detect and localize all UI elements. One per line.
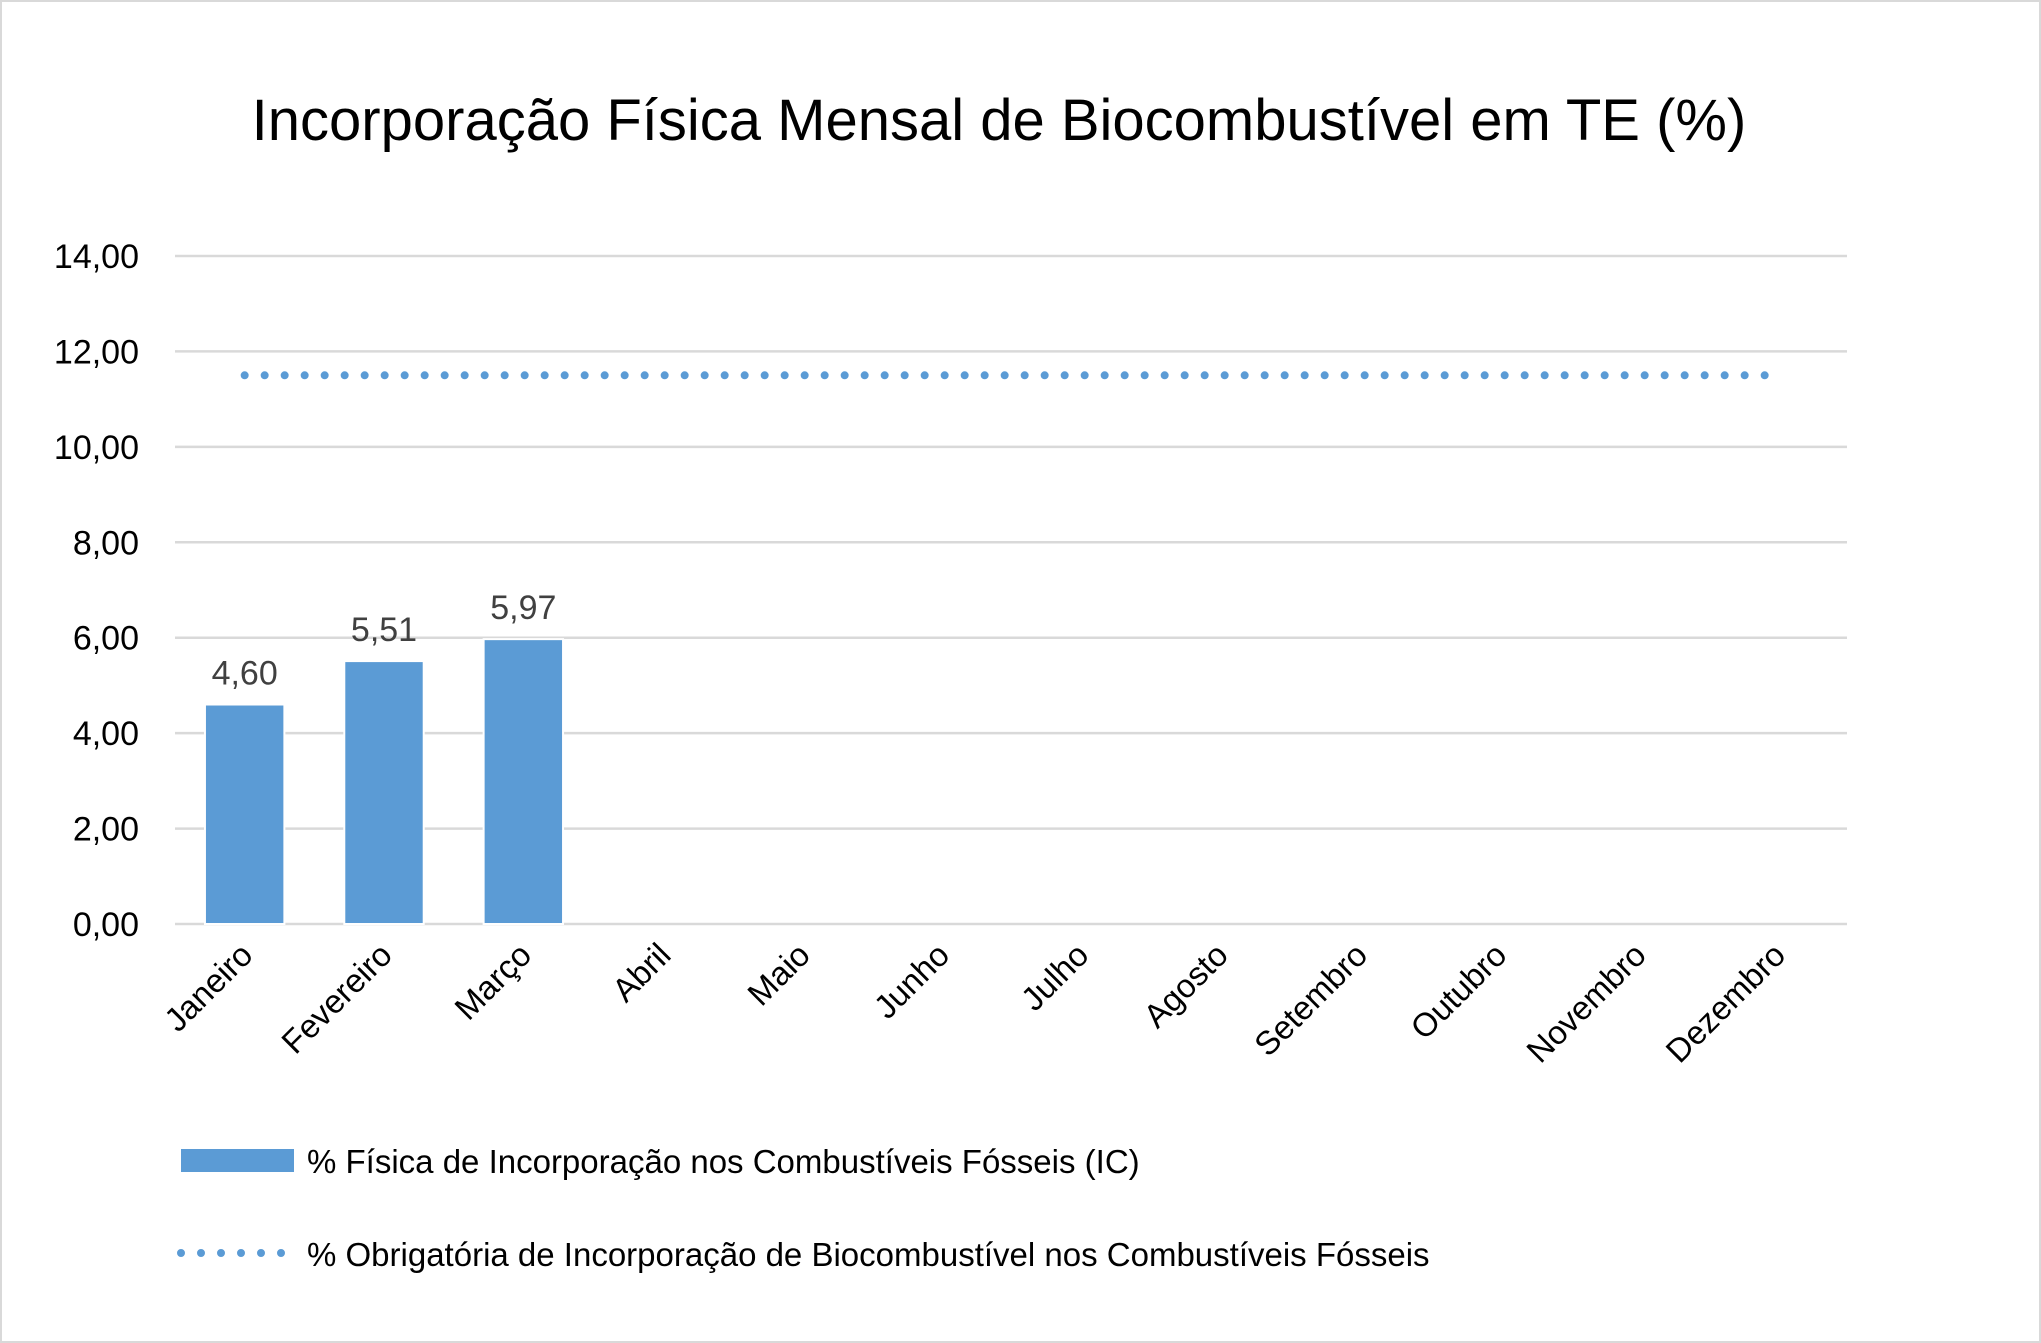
x-category-label: Setembro <box>1247 936 1374 1063</box>
y-tick-label: 14,00 <box>54 238 139 276</box>
bar <box>482 638 565 925</box>
legend-bar-swatch <box>179 1147 296 1174</box>
x-category-label: Janeiro <box>157 936 260 1039</box>
y-tick-label: 4,00 <box>73 715 139 753</box>
x-category-label: Agosto <box>1136 936 1235 1035</box>
x-category-label: Março <box>447 936 538 1027</box>
data-labels: 4,60 5,51 5,97 <box>212 589 557 692</box>
x-category-label: Julho <box>1014 936 1096 1018</box>
legend-line-label: % Obrigatória de Incorporação de Biocomb… <box>307 1236 1430 1273</box>
grid-layer <box>175 254 1847 926</box>
x-category-label: Outubro <box>1403 936 1513 1046</box>
chart-title: Incorporação Física Mensal de Biocombust… <box>252 88 1747 153</box>
legend-bar-label: % Física de Incorporação nos Combustívei… <box>307 1143 1140 1180</box>
x-category-label: Junho <box>867 936 957 1026</box>
bar-series <box>203 638 565 925</box>
x-category-label: Fevereiro <box>274 936 399 1061</box>
x-category-label: Abril <box>605 936 678 1009</box>
y-tick-label: 6,00 <box>73 620 139 658</box>
y-tick-label: 12,00 <box>54 333 139 371</box>
data-label: 4,60 <box>212 655 278 693</box>
x-category-label: Novembro <box>1519 936 1653 1070</box>
y-axis-ticks: 0,00 2,00 4,00 6,00 8,00 10,00 12,00 14,00 <box>54 238 139 944</box>
y-tick-label: 8,00 <box>73 524 139 562</box>
bar <box>203 703 286 925</box>
y-tick-label: 0,00 <box>73 906 139 944</box>
bar <box>343 660 425 925</box>
y-tick-label: 10,00 <box>54 429 139 467</box>
x-category-label: Maio <box>740 936 817 1013</box>
legend: % Física de Incorporação nos Combustívei… <box>177 1143 1430 1273</box>
x-axis-categories: Janeiro Fevereiro Março Abril Maio Junho Julho… <box>157 936 1792 1070</box>
data-label: 5,97 <box>490 589 556 627</box>
y-tick-label: 2,00 <box>73 811 139 849</box>
x-category-label: Dezembro <box>1658 936 1792 1070</box>
data-label: 5,51 <box>351 611 417 649</box>
